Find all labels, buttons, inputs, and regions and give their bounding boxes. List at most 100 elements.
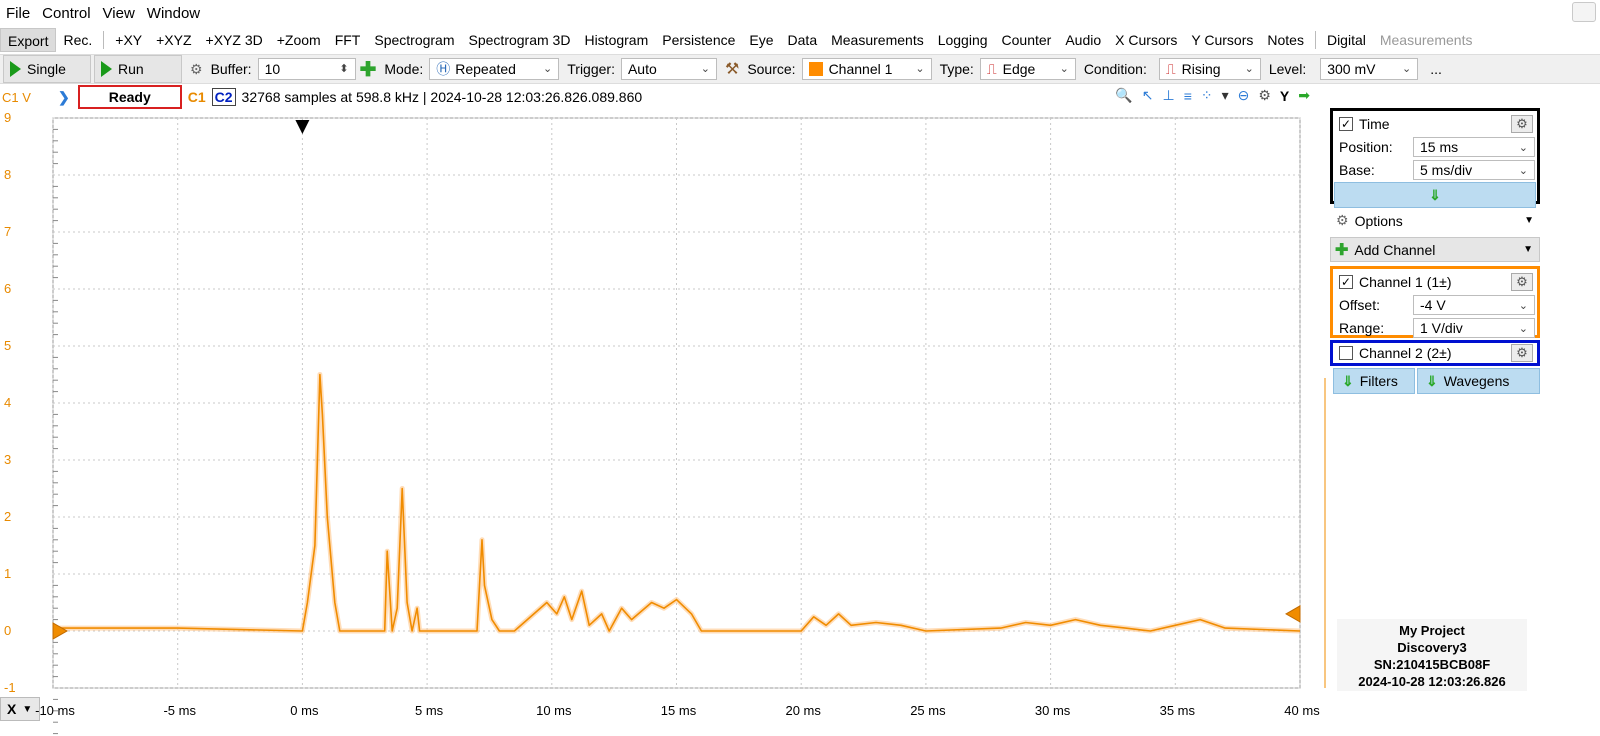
y-tick-label: 7 (4, 224, 12, 239)
tab-x-cursors[interactable]: X Cursors (1115, 32, 1178, 48)
x-tick-label: -10 ms (35, 703, 75, 718)
menubar: File Control View Window (0, 0, 1600, 26)
base-label: Base: (1339, 161, 1375, 178)
tab-export[interactable]: Export (0, 28, 57, 52)
x-tick-label: 15 ms (660, 703, 697, 718)
arrow-right-icon[interactable]: ➡ (1298, 87, 1310, 103)
x-tick-label: 25 ms (910, 703, 946, 718)
options-label: Options (1354, 212, 1403, 229)
oscilloscope-plot[interactable] (0, 108, 1330, 736)
mode-select[interactable]: Ⓗ Repeated ⌄ (429, 58, 560, 80)
channel2-gear-icon[interactable]: ⚙ (1511, 344, 1533, 362)
tab-data[interactable]: Data (787, 32, 818, 48)
tab-notes[interactable]: Notes (1267, 32, 1304, 48)
c2-tag[interactable]: C2 (211, 88, 236, 106)
more-menu[interactable]: ... (1430, 61, 1442, 77)
y-marker-icon[interactable]: ≡ (1183, 87, 1192, 104)
zoom-out-icon[interactable]: ⊖ (1237, 87, 1250, 103)
wavegens-button[interactable]: ⇓ Wavegens (1417, 368, 1540, 394)
grid-icon[interactable]: ⁘ (1200, 87, 1213, 103)
channel1-checkbox[interactable]: ✓ (1339, 274, 1353, 289)
tab-fft[interactable]: FFT (334, 32, 361, 48)
tab-zoom[interactable]: +Zoom (276, 32, 321, 48)
run-button[interactable]: Run (94, 55, 182, 83)
tab-rec[interactable]: Rec. (63, 32, 93, 48)
channel1-title: Channel 1 (1±) (1359, 273, 1452, 290)
channel2-checkbox[interactable] (1339, 346, 1353, 360)
device-timestamp: 2024-10-28 12:03:26.826 (1358, 674, 1506, 689)
plus-icon: ✚ (1335, 241, 1349, 259)
single-icon (10, 61, 21, 77)
offset-select[interactable]: -4 V ⌄ (1413, 294, 1535, 315)
time-gear-icon[interactable]: ⚙ (1511, 114, 1533, 133)
menu-file[interactable]: File (6, 4, 31, 22)
range-select[interactable]: 1 V/div ⌄ (1413, 317, 1535, 338)
zoom-icon[interactable]: 🔍 (1115, 87, 1133, 103)
tab-logging[interactable]: Logging (937, 32, 988, 48)
filters-button[interactable]: ⇓ Filters (1333, 368, 1415, 394)
tab-persistence[interactable]: Persistence (662, 32, 736, 48)
buffer-value: 10 (264, 61, 281, 77)
x-marker-icon[interactable]: ⊥ (1162, 87, 1175, 103)
tab-xy[interactable]: +XY (115, 32, 143, 48)
menu-control[interactable]: Control (42, 4, 91, 22)
trigger-select[interactable]: Auto ⌄ (620, 58, 717, 80)
arrow-down-icon: ⇓ (1342, 372, 1354, 389)
menu-window[interactable]: Window (146, 4, 201, 22)
tab-spectrogram-3d[interactable]: Spectrogram 3D (468, 32, 571, 48)
channel1-gear-icon[interactable]: ⚙ (1511, 272, 1533, 291)
right-panel: ✓ Time ⚙ Position: 15 ms ⌄ Base: 5 ms/di… (1330, 108, 1600, 736)
add-channel-button[interactable]: ✚ Add Channel ▼ (1330, 237, 1540, 262)
tab-spectrogram[interactable]: Spectrogram (374, 32, 455, 48)
add-buffer-icon[interactable]: ✚ (359, 58, 377, 81)
y-tick-label: 6 (4, 281, 12, 296)
type-select[interactable]: ⎍ Edge ⌄ (979, 58, 1076, 80)
condition-label: Condition: (1083, 61, 1147, 77)
chevron-down-icon: ⌄ (543, 63, 553, 75)
tab-histogram[interactable]: Histogram (584, 32, 649, 48)
edge-icon: ⎍ (986, 60, 997, 77)
single-button[interactable]: Single (3, 55, 91, 83)
tab-y-cursors[interactable]: Y Cursors (1191, 32, 1254, 48)
tab-measurements[interactable]: Measurements (1379, 32, 1473, 48)
chevron-down-icon: ⌄ (1518, 299, 1528, 312)
cursor-icon[interactable]: ↖ (1141, 87, 1154, 103)
base-select[interactable]: 5 ms/div ⌄ (1413, 159, 1535, 180)
channel1-header: ✓ Channel 1 (1±) ⚙ (1333, 270, 1537, 293)
tab-xyz-3d[interactable]: +XYZ 3D (205, 32, 263, 48)
mode-label: Mode: (384, 61, 424, 77)
tab-eye[interactable]: Eye (749, 32, 774, 48)
tab-audio[interactable]: Audio (1065, 32, 1102, 48)
run-icon (101, 61, 112, 77)
expand-icon[interactable]: ❯ (58, 88, 70, 105)
menu-view[interactable]: View (102, 4, 135, 22)
window-restore-button[interactable] (1572, 2, 1596, 22)
time-expand-button[interactable]: ⇓ (1334, 182, 1536, 208)
x-axis-button[interactable]: X ▼ (0, 697, 40, 721)
tab-xyz[interactable]: +XYZ (156, 32, 192, 48)
y-tick-label: 9 (4, 110, 12, 125)
c1-tag[interactable]: C1 (187, 89, 206, 105)
tab-counter[interactable]: Counter (1001, 32, 1052, 48)
condition-select[interactable]: ⎍ Rising ⌄ (1158, 58, 1261, 80)
y-tick-label: 8 (4, 167, 12, 182)
project-name: My Project (1399, 623, 1465, 638)
buffer-input[interactable]: 10 ⬍ (257, 58, 356, 80)
dropdown-icon[interactable]: ▾ (1221, 87, 1229, 103)
gear-icon[interactable]: ⚙ (190, 60, 203, 77)
source-select[interactable]: Channel 1 ⌄ (801, 58, 932, 80)
chevron-down-icon: ⌄ (1518, 164, 1528, 177)
settings-icon[interactable]: ⚙ (1258, 87, 1271, 103)
hammer-icon[interactable]: ⚒ (724, 61, 740, 78)
level-select[interactable]: 300 mV ⌄ (1320, 58, 1419, 80)
options-row[interactable]: ⚙ Options ▼ (1330, 209, 1540, 232)
tab-measurements[interactable]: Measurements (831, 32, 924, 48)
y-axis-button[interactable]: Y (1279, 87, 1290, 104)
tab-digital[interactable]: Digital (1326, 32, 1366, 48)
time-header: ✓ Time ⚙ (1333, 112, 1537, 135)
position-row: Position: 15 ms ⌄ (1333, 135, 1537, 158)
position-select[interactable]: 15 ms ⌄ (1413, 136, 1535, 157)
time-checkbox[interactable]: ✓ (1339, 116, 1353, 131)
spin-icon[interactable]: ⬍ (339, 63, 349, 75)
chevron-down-icon: ⌄ (1059, 63, 1069, 75)
